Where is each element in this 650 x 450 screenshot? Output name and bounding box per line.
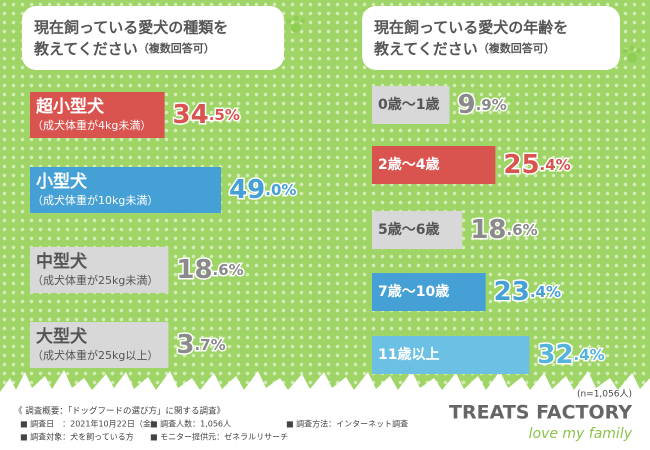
category-label: 小型犬 <box>36 171 88 192</box>
value-label: 32.4% <box>537 340 604 370</box>
sample-note: (n=1,056人) <box>577 389 632 400</box>
value-minor: .9% <box>476 96 507 114</box>
bar <box>372 86 421 124</box>
category-note: （成犬体重が25kg未満） <box>32 273 158 287</box>
brand-tagline: love my family <box>529 426 633 442</box>
value-major: 32 <box>537 340 573 370</box>
chart-title: 現在飼っている愛犬の種類を <box>34 19 228 37</box>
bar <box>372 273 486 311</box>
value-label: 49.0% <box>229 175 296 205</box>
brand-name: TREATS FACTORY <box>449 402 632 424</box>
paw-decor <box>286 15 642 63</box>
category-label: 5歳〜6歳 <box>378 221 439 238</box>
survey-item: ■ 調査対象：犬を飼っている方 <box>20 432 134 442</box>
survey-item: ■ 調査人数：1,056人 <box>150 419 231 429</box>
bar <box>30 247 103 293</box>
chart-title: 現在飼っている愛犬の年齢を <box>374 19 568 37</box>
chart-subtitle: （複数回答可） <box>138 41 215 55</box>
bar <box>30 167 222 213</box>
value-major: 3 <box>176 330 194 360</box>
grass <box>0 370 650 450</box>
category-note: （成犬体重が10kg未満） <box>32 193 158 207</box>
value-minor: .4% <box>540 156 571 174</box>
value-label: 18.6% <box>176 255 243 285</box>
category-note: （成犬体重が4kg未満） <box>32 118 151 132</box>
value-major: 9 <box>457 90 475 120</box>
bar <box>30 322 45 368</box>
survey-item: ■ 調査方法：インターネット調査 <box>286 419 408 429</box>
value-label: 3.7% <box>176 330 225 360</box>
survey-item: ■ モニター提供元：ゼネラルリサーチ <box>150 432 288 442</box>
category-label: 11歳以上 <box>378 346 439 363</box>
value-minor: .0% <box>265 181 296 199</box>
value-label: 18.6% <box>470 215 537 245</box>
value-label: 23.4% <box>494 277 561 307</box>
value-minor: .5% <box>209 106 240 124</box>
value-major: 23 <box>494 277 530 307</box>
bar <box>372 211 463 249</box>
value-label: 34.5% <box>173 100 240 130</box>
value-major: 34 <box>173 100 209 130</box>
category-label: 7歳〜10歳 <box>378 283 449 300</box>
category-note: （成犬体重が25kg以上） <box>32 348 158 362</box>
value-major: 49 <box>229 175 265 205</box>
category-label: 超小型犬 <box>36 96 105 117</box>
chart-subtitle: （複数回答可） <box>478 41 555 55</box>
category-label: 0歳〜1歳 <box>378 96 439 113</box>
category-label: 大型犬 <box>36 326 88 347</box>
chart-title: 教えてください（複数回答可） <box>373 40 555 58</box>
bar <box>372 336 530 374</box>
chart-title-line: 教えてください <box>33 40 138 58</box>
category-label: 2歳〜4歳 <box>378 156 439 173</box>
chart-title-line: 教えてください <box>373 40 478 58</box>
title-box <box>362 6 620 70</box>
value-major: 25 <box>503 150 539 180</box>
chart-title: 教えてください（複数回答可） <box>33 40 215 58</box>
value-minor: .4% <box>530 283 561 301</box>
value-minor: .4% <box>574 346 605 364</box>
bar <box>372 146 496 184</box>
value-major: 18 <box>470 215 506 245</box>
value-minor: .7% <box>194 336 225 354</box>
value-minor: .6% <box>213 261 244 279</box>
survey-item: ■ 調査日 ：2021年10月22日（金） <box>20 419 159 429</box>
value-label: 25.4% <box>503 150 570 180</box>
bar <box>30 92 165 138</box>
value-label: 9.9% <box>457 90 506 120</box>
title-box <box>22 6 284 70</box>
label-plate <box>30 322 169 368</box>
category-label: 中型犬 <box>36 251 88 272</box>
value-minor: .6% <box>507 221 538 239</box>
survey-heading: 《 調査概要：「ドッグフードの選び方」に関する調査》 <box>14 406 225 417</box>
value-major: 18 <box>176 255 212 285</box>
